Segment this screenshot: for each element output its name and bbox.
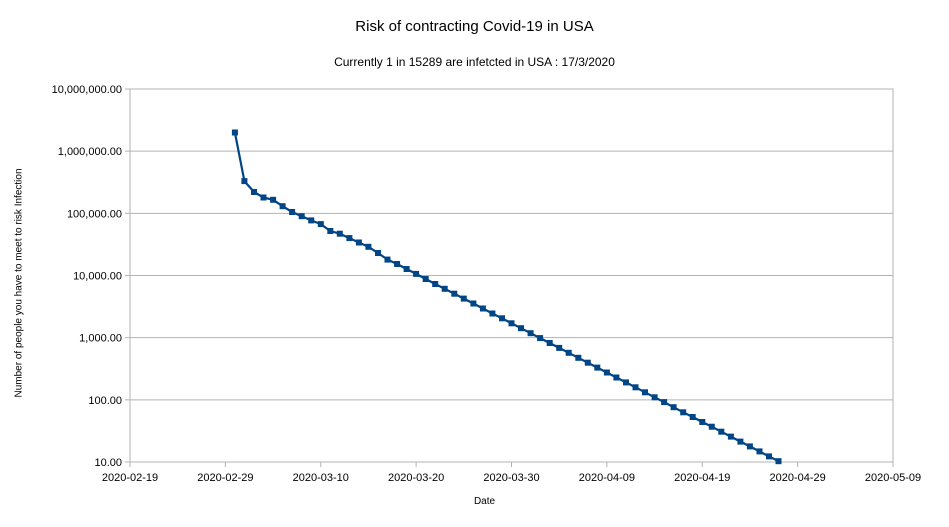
data-point (251, 189, 257, 195)
data-point (594, 364, 601, 371)
data-point (231, 129, 238, 136)
data-point (727, 433, 734, 440)
x-tick-label: 2020-02-29 (197, 472, 253, 484)
data-point (346, 235, 353, 242)
x-tick-label: 2020-03-30 (483, 472, 539, 484)
data-point (270, 196, 277, 203)
data-point (642, 389, 648, 396)
y-tick-label: 1,000.00 (79, 333, 122, 345)
y-tick-label: 100,000.00 (67, 208, 122, 220)
data-point (689, 414, 696, 420)
data-point (575, 354, 582, 361)
x-tick-label: 2020-02-19 (102, 472, 158, 484)
data-point (336, 230, 343, 237)
data-point (451, 290, 458, 297)
grid-lines (130, 88, 893, 463)
data-point (746, 443, 753, 450)
data-point (327, 228, 334, 234)
data-point (661, 399, 668, 406)
y-tick-label: 10.00 (94, 457, 122, 469)
data-point (413, 270, 420, 277)
data-point (403, 266, 410, 272)
data-point (556, 344, 563, 351)
data-point (441, 285, 448, 292)
data-point (680, 409, 687, 416)
data-point (603, 369, 610, 376)
data-point (632, 384, 639, 391)
data-point (422, 276, 429, 282)
y-tick-label: 100.00 (88, 395, 122, 407)
data-point (279, 203, 286, 210)
chart-subtitle: Currently 1 in 15289 are infetcted in US… (334, 55, 615, 69)
data-point (355, 239, 362, 246)
x-axis-title: Date (473, 496, 496, 507)
series-line (233, 132, 779, 463)
x-tick-label: 2020-04-29 (769, 472, 825, 484)
data-point (766, 453, 772, 460)
data-point (775, 458, 782, 465)
x-tick-label: 2020-03-20 (388, 472, 444, 484)
x-tick-label: 2020-05-09 (865, 472, 921, 484)
data-point (537, 335, 544, 342)
data-point (737, 438, 744, 445)
data-point (708, 423, 715, 430)
data-point (527, 330, 534, 337)
x-tick-label: 2020-04-09 (579, 472, 635, 484)
y-tick-label: 10,000,000.00 (52, 84, 122, 96)
data-point (508, 320, 515, 327)
data-point (298, 213, 305, 220)
data-point (394, 261, 401, 267)
y-tick-label: 1,000,000.00 (58, 146, 122, 158)
data-point (670, 404, 677, 411)
y-axis-title: Number of people you have to meet to ris… (13, 168, 25, 398)
data-point (308, 217, 315, 224)
data-point (365, 243, 372, 250)
y-tick-label: 10,000.00 (73, 271, 122, 283)
data-point (584, 359, 591, 366)
data-point (718, 428, 725, 435)
data-point (546, 340, 553, 346)
x-tick-label: 2020-03-10 (293, 472, 349, 484)
data-point (489, 310, 496, 317)
x-tick-label: 2020-04-19 (674, 472, 730, 484)
data-point (699, 419, 706, 425)
data-point (518, 325, 524, 332)
data-point (289, 209, 296, 215)
data-point (613, 374, 620, 381)
chart-title: Risk of contracting Covid-19 in USA (355, 18, 594, 35)
data-point (375, 250, 381, 256)
data-point (317, 221, 324, 228)
data-point (479, 305, 486, 312)
data-point (241, 178, 248, 185)
data-point (470, 300, 477, 307)
data-point (565, 349, 572, 356)
data-point (623, 379, 629, 386)
data-point (432, 281, 439, 287)
data-point (260, 194, 267, 201)
data-point (756, 448, 763, 455)
data-point (384, 256, 391, 263)
axis-ticks: 10,000,000.00 1,000,000.00 100,000.00 10,00… (52, 84, 922, 484)
data-point (499, 315, 505, 322)
series-risk (231, 129, 782, 465)
data-point (460, 295, 467, 302)
data-point (651, 394, 658, 401)
